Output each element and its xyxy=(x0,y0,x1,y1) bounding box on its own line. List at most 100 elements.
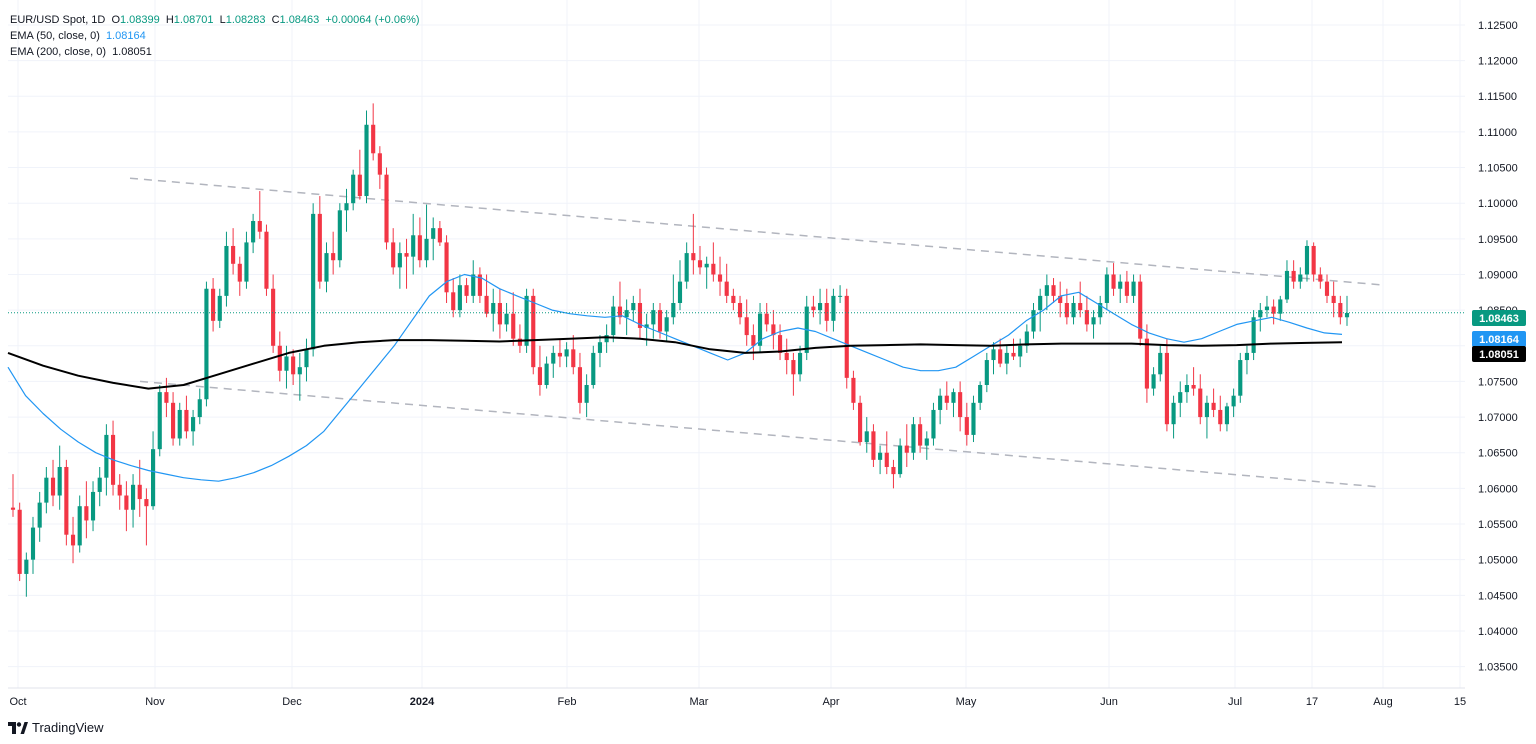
candle-down xyxy=(1311,242,1316,282)
high-label: H xyxy=(165,14,174,26)
candle-body xyxy=(257,221,262,232)
candle-body xyxy=(651,310,656,325)
candle-body xyxy=(1104,274,1109,304)
candle-up xyxy=(1264,295,1270,318)
candle-up xyxy=(1091,310,1096,339)
candle-down xyxy=(237,256,242,296)
candle-body xyxy=(838,295,843,297)
candle-up xyxy=(544,356,549,389)
y-tick-label: 1.07500 xyxy=(1478,376,1518,388)
ohlc-row: EUR/USD Spot, 1D O1.08399 H1.08701 L1.08… xyxy=(10,12,420,28)
tradingview-logo-icon xyxy=(8,721,28,734)
candle-down xyxy=(577,352,583,414)
tradingview-logo[interactable]: TradingView xyxy=(8,720,104,735)
candle-down xyxy=(858,395,863,446)
symbol-label[interactable]: EUR/USD Spot, 1D xyxy=(10,14,106,26)
candle-up xyxy=(491,288,496,332)
price-axis[interactable]: 1.12500 1.12000 1.11500 1.11000 1.10500 1.100… xyxy=(1478,20,1518,674)
open-value: 1.08399 xyxy=(120,14,160,26)
candle-down xyxy=(851,370,856,410)
y-tick-label: 1.12000 xyxy=(1478,56,1518,68)
candle-body xyxy=(431,228,436,239)
candle-body xyxy=(1238,360,1243,396)
candle-body xyxy=(811,306,816,311)
candle-up xyxy=(1224,402,1230,432)
candle-body xyxy=(717,274,723,282)
candle-down xyxy=(964,402,969,446)
candle-up xyxy=(424,204,429,268)
candle-body xyxy=(1158,352,1163,375)
price-tag-bg xyxy=(1472,331,1526,347)
candle-body xyxy=(731,295,736,304)
candle-down xyxy=(124,481,129,532)
candle-up xyxy=(130,474,136,528)
ema200-line xyxy=(7,336,1343,390)
ema50-row[interactable]: EMA (50, close, 0) 1.08164 xyxy=(10,28,420,44)
candle-down xyxy=(1058,281,1063,318)
candle-up xyxy=(1038,288,1043,332)
candle-body xyxy=(724,281,729,296)
candle-up xyxy=(297,352,302,401)
candle-body xyxy=(50,477,56,496)
candle-up xyxy=(1004,345,1009,375)
candle-body xyxy=(1058,295,1063,304)
candle-down xyxy=(1124,270,1129,304)
y-tick-label: 1.09000 xyxy=(1478,269,1518,281)
candle-up xyxy=(551,345,556,378)
candle-body xyxy=(104,434,109,478)
candle-up xyxy=(864,417,869,453)
candle-body xyxy=(1164,352,1169,425)
candle-body xyxy=(457,285,462,311)
candle-down xyxy=(824,288,829,332)
candle-body xyxy=(1151,374,1156,389)
candle-body xyxy=(244,242,249,282)
candle-up xyxy=(397,242,402,289)
candle-body xyxy=(704,263,709,268)
candle-body xyxy=(1004,352,1009,364)
candle-body xyxy=(551,352,556,364)
candle-down xyxy=(1318,267,1323,289)
candle-down xyxy=(444,235,449,304)
y-tick-label: 1.10500 xyxy=(1478,163,1518,175)
candle-down xyxy=(998,338,1003,368)
candle-body xyxy=(637,303,643,328)
candle-down xyxy=(1164,338,1169,432)
candle-down xyxy=(697,245,703,275)
y-tick-label: 1.03500 xyxy=(1478,662,1518,674)
candle-body xyxy=(311,213,316,350)
candle-body xyxy=(1024,331,1029,346)
low-label: L xyxy=(219,14,226,26)
y-tick-label: 1.06500 xyxy=(1478,448,1518,460)
candle-body xyxy=(1224,406,1230,425)
time-axis[interactable]: Oct Nov Dec 2024 Feb Mar Apr May Jun Jul 17 Aug 15 xyxy=(9,696,1466,708)
candle-up xyxy=(57,445,62,510)
candle-down xyxy=(751,324,756,361)
candle-body xyxy=(224,245,229,296)
candle-body xyxy=(324,253,329,282)
candle-up xyxy=(804,295,809,361)
candle-body xyxy=(284,356,289,371)
ema200-row[interactable]: EMA (200, close, 0) 1.08051 xyxy=(10,44,420,60)
candle-down xyxy=(1051,278,1056,304)
candle-down xyxy=(484,274,489,318)
candle-body xyxy=(564,349,569,357)
candle-up xyxy=(984,352,989,393)
candle-down xyxy=(511,292,516,346)
candle-up xyxy=(611,295,616,343)
candle-down xyxy=(211,278,216,332)
candle-up xyxy=(1131,274,1136,304)
candle-up xyxy=(1158,345,1163,382)
candle-body xyxy=(144,499,149,507)
candle-body xyxy=(1231,395,1236,407)
candle-down xyxy=(497,288,502,339)
candle-body xyxy=(771,324,776,336)
candle-body xyxy=(344,203,349,211)
candle-body xyxy=(978,384,983,403)
candle-body xyxy=(124,495,129,510)
candle-down xyxy=(1271,299,1276,325)
candle-down xyxy=(784,338,789,375)
y-tick-label: 1.05000 xyxy=(1478,555,1518,567)
x-tick-label: Nov xyxy=(145,696,165,708)
candle-down xyxy=(571,335,576,375)
